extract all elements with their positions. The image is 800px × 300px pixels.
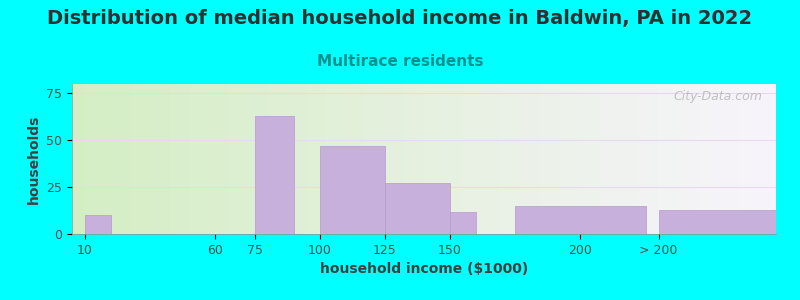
X-axis label: household income ($1000): household income ($1000) bbox=[320, 262, 528, 276]
Text: City-Data.com: City-Data.com bbox=[673, 90, 762, 103]
Bar bbox=[254, 116, 294, 234]
Y-axis label: households: households bbox=[26, 114, 41, 204]
Bar bbox=[515, 206, 646, 234]
Bar bbox=[320, 146, 385, 234]
Bar bbox=[658, 210, 800, 234]
Bar bbox=[385, 183, 450, 234]
Text: Multirace residents: Multirace residents bbox=[317, 54, 483, 69]
Text: Distribution of median household income in Baldwin, PA in 2022: Distribution of median household income … bbox=[47, 9, 753, 28]
Bar bbox=[450, 212, 476, 234]
Bar bbox=[85, 215, 111, 234]
